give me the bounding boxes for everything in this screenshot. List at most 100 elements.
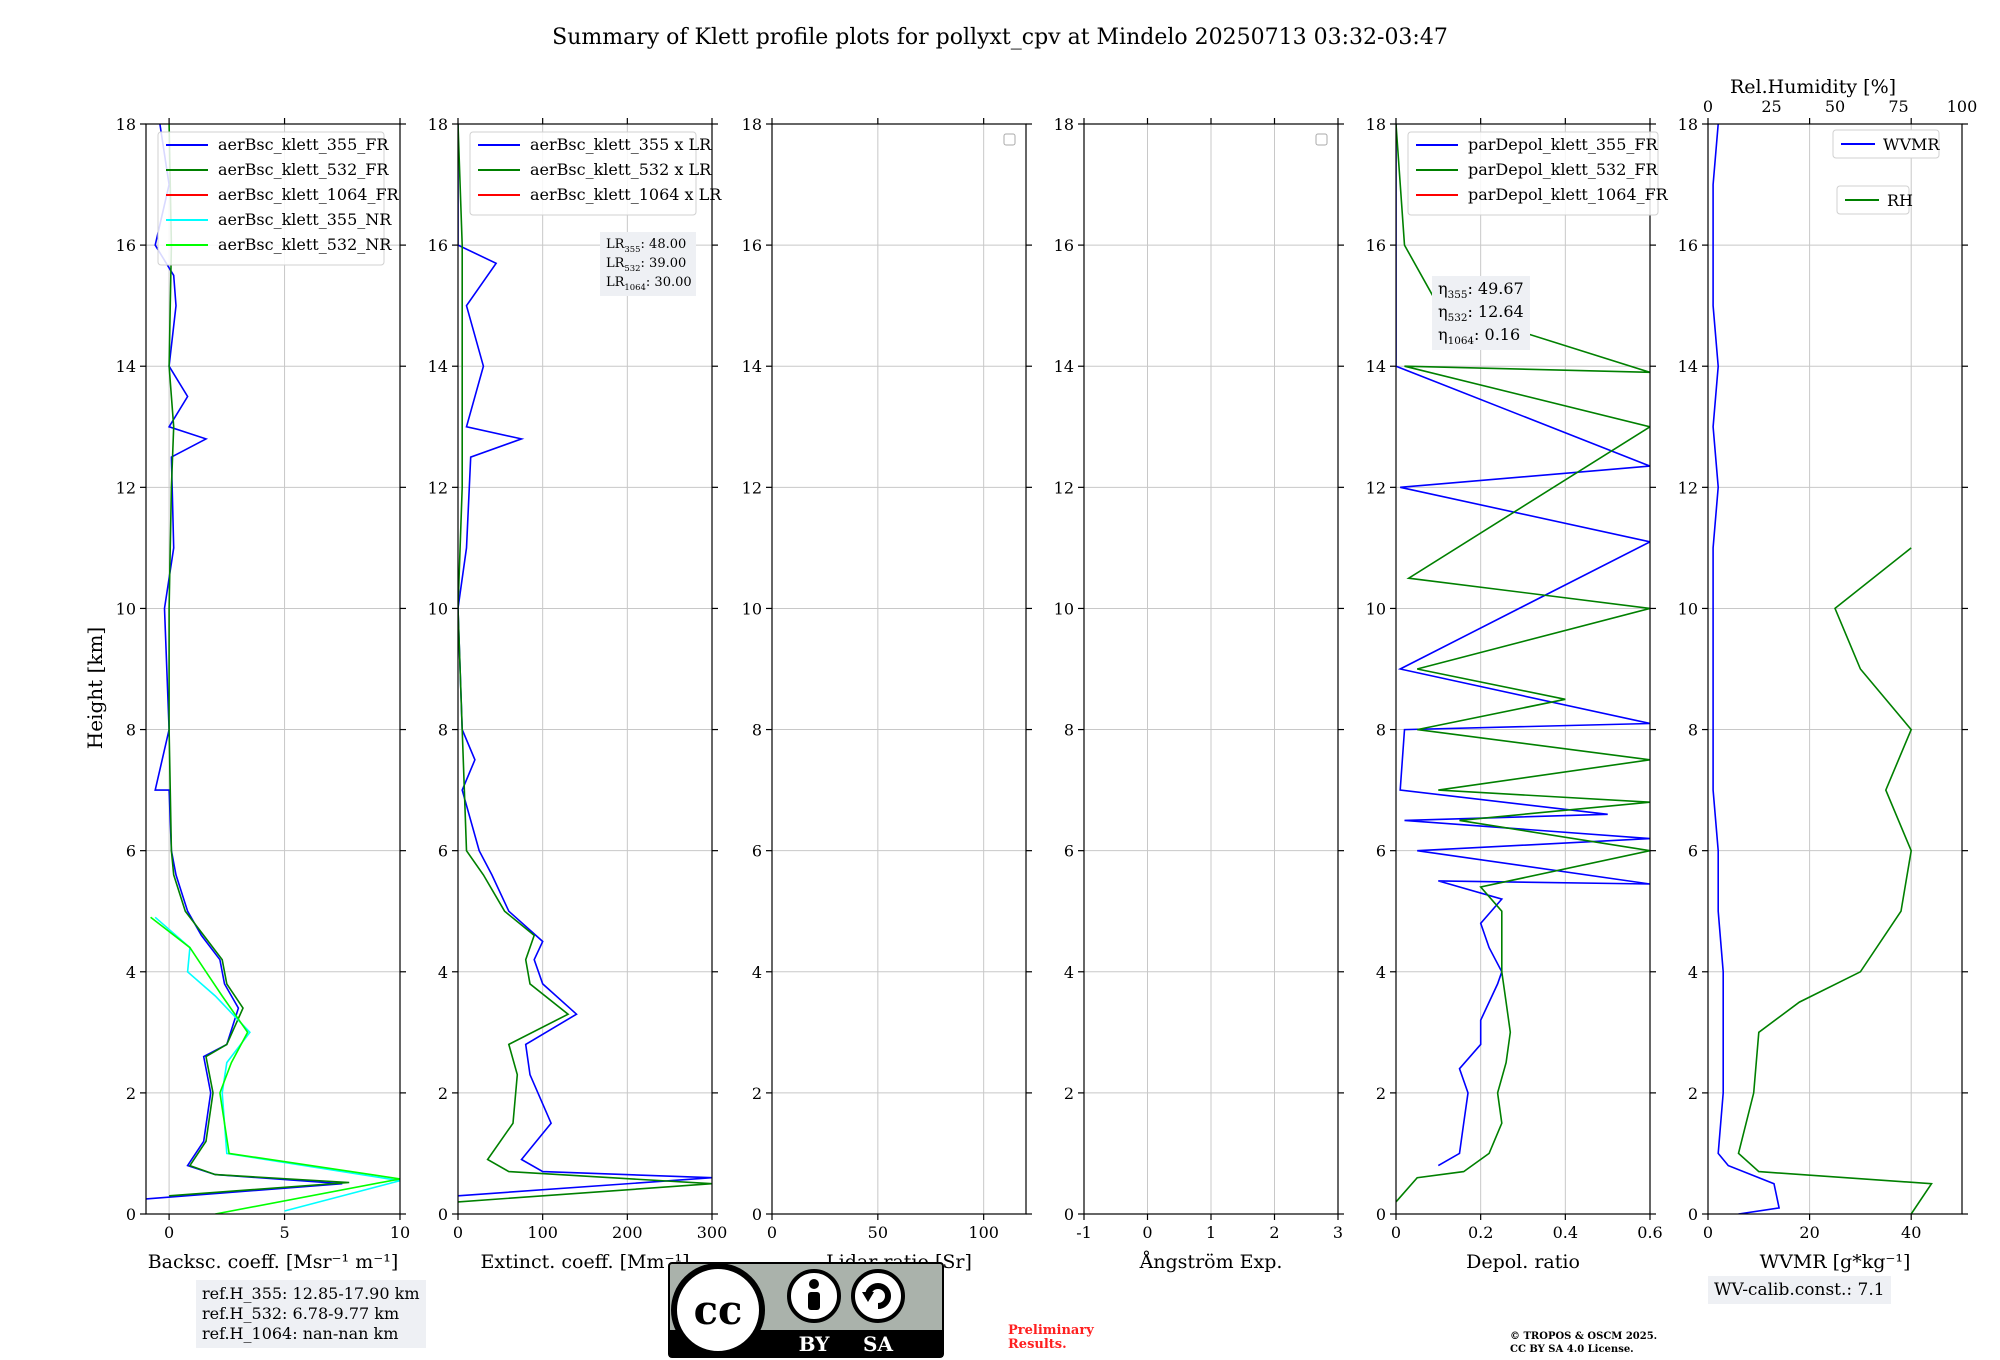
- x-tick-label: 300: [697, 1223, 728, 1242]
- x-tick-label: 0.4: [1553, 1223, 1578, 1242]
- legend-entry: RH: [1887, 191, 1913, 210]
- legend-box: [1832, 129, 1940, 159]
- x-tick-label: 1: [1206, 1223, 1216, 1242]
- y-tick-label: 8: [752, 721, 762, 740]
- y-tick-label: 4: [126, 963, 136, 982]
- y-tick-label: 6: [126, 842, 136, 861]
- copyright-line-1: © TROPOS & OSCM 2025.: [1510, 1331, 1658, 1342]
- panel-6: 0 20 40 0 2 4 6 8 10 12 14 16 18 WVMR [g*kg⁻¹] 0 25 50 75…: [1678, 97, 1978, 1273]
- ref-text-532: ref.H_532: 6.78-9.77 km: [202, 1304, 400, 1323]
- y-tick-label: 6: [438, 842, 448, 861]
- x-tick-label: 0: [164, 1223, 174, 1242]
- series-line-aerBsc_klett_532_NR: [150, 916, 400, 1214]
- eta-value-text: η1064: 0.16: [1438, 325, 1520, 347]
- x-axis-label: WVMR [g*kg⁻¹]: [1760, 1251, 1911, 1273]
- y-tick-label: 14: [116, 357, 136, 376]
- y-tick-label: 2: [752, 1084, 762, 1103]
- series-line-parDepol_klett_532_FR: [1396, 124, 1650, 1203]
- series-line-aerBsc_klett_355 x LR: [458, 124, 712, 1197]
- y-tick-label: 0: [1064, 1205, 1074, 1224]
- y-tick-label: 14: [428, 357, 448, 376]
- x-axis-label: Depol. ratio: [1466, 1251, 1580, 1273]
- y-tick-label: 4: [1376, 963, 1386, 982]
- eta-value-text: η355: 49.67: [1438, 279, 1524, 301]
- y-tick-label: 4: [752, 963, 762, 982]
- y-tick-label: 8: [126, 721, 136, 740]
- y-tick-label: 14: [742, 357, 762, 376]
- x-tick-label: 20: [1799, 1223, 1819, 1242]
- series-line-aerBsc_klett_532_FR: [168, 124, 350, 1197]
- legend-box: [1407, 131, 1659, 216]
- legend-entry: parDepol_klett_1064_FR: [1468, 185, 1669, 204]
- eta-value-text: η532: 12.64: [1438, 302, 1524, 324]
- empty-legend-box: [1003, 133, 1016, 146]
- x-tick-label: 0: [1142, 1223, 1152, 1242]
- y-tick-label: 8: [1688, 721, 1698, 740]
- y-tick-label: 18: [428, 115, 448, 134]
- legend-entry: parDepol_klett_355_FR: [1468, 135, 1659, 154]
- legend-entry: WVMR: [1883, 135, 1940, 154]
- series-line-aerBsc_klett_532 x LR: [458, 124, 712, 1203]
- cc-by-label: BY: [799, 1332, 831, 1356]
- legend-entry: aerBsc_klett_355 x LR: [530, 135, 712, 154]
- legend-entry: aerBsc_klett_355_FR: [218, 135, 389, 154]
- empty-legend-box: [1315, 133, 1328, 146]
- eta-info-box: [1432, 276, 1530, 350]
- x2-tick-label: 75: [1888, 97, 1908, 116]
- y-tick-label: 12: [1054, 478, 1074, 497]
- figure-title: Summary of Klett profile plots for polly…: [552, 25, 1448, 50]
- wv-calib-text: WV-calib.const.: 7.1: [1714, 1280, 1885, 1300]
- y-tick-label: 4: [438, 963, 448, 982]
- y-tick-label: 16: [742, 236, 762, 255]
- x-tick-label: 0: [453, 1223, 463, 1242]
- legend-entry: aerBsc_klett_532 x LR: [530, 160, 712, 179]
- x-tick-label: 5: [279, 1223, 289, 1242]
- y-axis-label: Height [km]: [83, 627, 107, 749]
- lr-info-box: [600, 232, 696, 296]
- y-tick-label: 10: [1678, 599, 1698, 618]
- legend-box: [157, 131, 385, 266]
- x-tick-label: 0.6: [1637, 1223, 1662, 1242]
- y-tick-label: 12: [1366, 478, 1386, 497]
- y-tick-label: 10: [742, 599, 762, 618]
- series-line-aerBsc_klett_355_NR: [154, 916, 400, 1212]
- reference-height-box: ref.H_355: 12.85-17.90 km ref.H_532: 6.7…: [196, 1280, 426, 1348]
- x2-tick-label: 0: [1703, 97, 1713, 116]
- y-tick-label: 10: [116, 599, 136, 618]
- panel-5: 0 0.2 0.4 0.6 0 2 4 6 8 10 12 14 16 18 Depol. ratio par…: [1366, 115, 1669, 1273]
- copyright-line-2: CC BY SA 4.0 License.: [1510, 1344, 1634, 1355]
- ref-text-1064: ref.H_1064: nan-nan km: [202, 1324, 399, 1343]
- y-tick-label: 0: [1376, 1205, 1386, 1224]
- panel-1: 0 5 10 0 2 4 6 8 10 12 14 16 18 Backsc. coeff. [Msr⁻¹…: [116, 115, 411, 1273]
- x-axis-label: Ångström Exp.: [1139, 1251, 1283, 1273]
- legend-entry: aerBsc_klett_1064 x LR: [530, 185, 722, 204]
- cc-sa-label: SA: [863, 1332, 893, 1356]
- y-tick-label: 4: [1688, 963, 1698, 982]
- y-tick-label: 16: [428, 236, 448, 255]
- legend-entry: aerBsc_klett_355_NR: [218, 210, 392, 229]
- plot-frame: [1395, 123, 1651, 1215]
- panel-3: 050100024681012141618Lidar ratio [Sr]: [742, 115, 1032, 1273]
- y-tick-label: 6: [752, 842, 762, 861]
- y-tick-label: 2: [1688, 1084, 1698, 1103]
- y-tick-label: 0: [126, 1205, 136, 1224]
- y-tick-label: 8: [1376, 721, 1386, 740]
- x-tick-label: 200: [612, 1223, 643, 1242]
- x-tick-label: 0: [1391, 1223, 1401, 1242]
- y-tick-label: 18: [1054, 115, 1074, 134]
- lr-value-text: LR355: 48.00: [606, 237, 686, 254]
- y-tick-label: 6: [1376, 842, 1386, 861]
- plot-frame: [771, 123, 1027, 1215]
- cc-logo-icon: [671, 1263, 765, 1357]
- y-tick-label: 0: [752, 1205, 762, 1224]
- x-tick-label: 100: [968, 1223, 999, 1242]
- y-tick-label: 0: [438, 1205, 448, 1224]
- plot-frame: [457, 123, 713, 1215]
- y-tick-label: 12: [742, 478, 762, 497]
- y-tick-label: 2: [126, 1084, 136, 1103]
- x2-tick-label: 25: [1761, 97, 1781, 116]
- series-line-WVMR: [1712, 124, 1781, 1214]
- x2-axis-label: Rel.Humidity [%]: [1730, 76, 1896, 98]
